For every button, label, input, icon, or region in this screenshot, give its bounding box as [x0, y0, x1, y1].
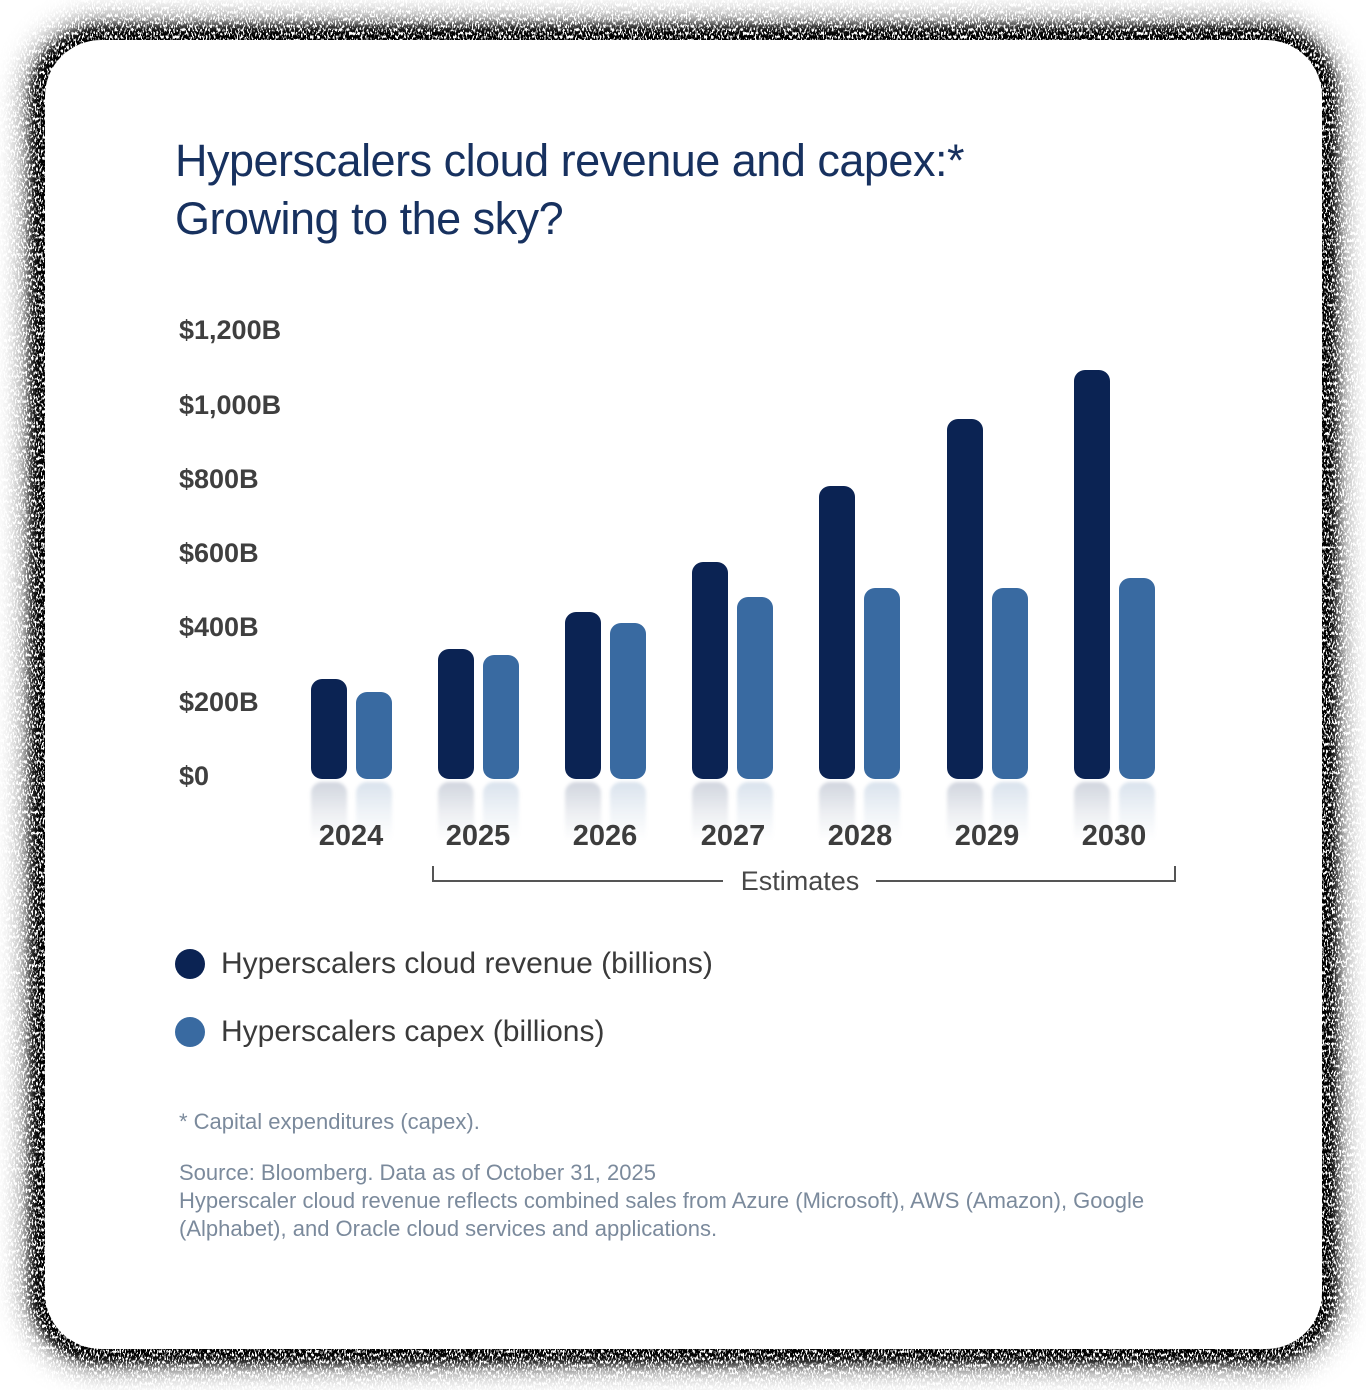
capex-swatch-icon [175, 1017, 205, 1047]
y-axis-tick-label: $200B [179, 687, 259, 717]
bracket-right-tick [1174, 866, 1176, 882]
y-axis-tick-label: $0 [179, 761, 210, 791]
y-axis-tick-label: $1,200B [179, 315, 282, 345]
legend-item-cloud-revenue: Hyperscalers cloud revenue (billions) [175, 949, 713, 979]
x-axis-year-label: 2027 [700, 820, 766, 852]
x-axis-year-label: 2028 [827, 820, 893, 852]
capex-footnote: * Capital expenditures (capex). [179, 1109, 480, 1134]
bar-reflection [311, 782, 347, 840]
bar-reflection [565, 782, 601, 840]
capex-bar-2025 [483, 655, 519, 779]
capex-bar-2026 [610, 623, 646, 779]
chart-legend: Hyperscalers cloud revenue (billions) Hy… [175, 949, 713, 1047]
legend-item-capex: Hyperscalers capex (billions) [175, 1017, 713, 1047]
bar-reflection [1074, 782, 1110, 840]
cloud-revenue-bar-2024 [311, 679, 347, 779]
x-axis-year-label: 2026 [572, 820, 638, 852]
source-footnote: Source: Bloomberg. Data as of October 31… [179, 1159, 1239, 1243]
cloud-revenue-swatch-icon [175, 949, 205, 979]
chart-title-line1: Hyperscalers cloud revenue and capex:* [175, 135, 964, 186]
description-line2: (Alphabet), and Oracle cloud services an… [179, 1216, 718, 1241]
bar-reflection [483, 782, 519, 840]
bar-reflection [1119, 782, 1155, 840]
bar-reflection [947, 782, 983, 840]
cloud-revenue-bar-2025 [438, 649, 474, 779]
estimates-label: Estimates [740, 866, 860, 896]
bar-reflection [610, 782, 646, 840]
description-line1: Hyperscaler cloud revenue reflects combi… [179, 1188, 1145, 1213]
cloud-revenue-bar-2028 [819, 486, 855, 779]
y-axis-tick-label: $1,000B [179, 390, 282, 420]
chart-card: Hyperscalers cloud revenue and capex:* Gr… [45, 40, 1322, 1349]
bar-reflection [692, 782, 728, 840]
cloud-revenue-bar-2030 [1074, 370, 1110, 779]
y-axis-tick-label: $400B [179, 612, 259, 642]
x-axis-year-label: 2024 [318, 820, 384, 852]
plot-area: $0 $200B $400B $600B $800B $1,000B $1,200B 2024… [45, 40, 1322, 940]
x-axis-year-label: 2025 [445, 820, 511, 852]
bar-reflection [992, 782, 1028, 840]
y-axis-tick-label: $600B [179, 538, 259, 568]
bracket-right-line [876, 880, 1176, 882]
x-axis-year-label: 2029 [954, 820, 1020, 852]
capex-bar-2027 [737, 597, 773, 779]
bar-reflection [819, 782, 855, 840]
capex-bar-2030 [1119, 578, 1155, 779]
cloud-revenue-legend-label: Hyperscalers cloud revenue (billions) [221, 947, 713, 980]
bracket-left-tick [432, 866, 434, 882]
capex-bar-2028 [864, 588, 900, 779]
bar-reflection [864, 782, 900, 840]
cloud-revenue-bar-2027 [692, 562, 728, 779]
bar-reflection [737, 782, 773, 840]
capex-bar-2024 [356, 692, 392, 779]
chart-title: Hyperscalers cloud revenue and capex:* Gr… [175, 132, 964, 248]
source-line: Source: Bloomberg. Data as of October 31… [179, 1160, 656, 1185]
bar-reflection [356, 782, 392, 840]
cloud-revenue-bar-2029 [947, 419, 983, 779]
chart-title-line2: Growing to the sky? [175, 193, 564, 244]
bar-reflection [438, 782, 474, 840]
bracket-left-line [432, 880, 723, 882]
capex-bar-2029 [992, 588, 1028, 779]
capex-legend-label: Hyperscalers capex (billions) [221, 1015, 605, 1048]
cloud-revenue-bar-2026 [565, 612, 601, 779]
y-axis-tick-label: $800B [179, 464, 259, 494]
x-axis-year-label: 2030 [1081, 820, 1147, 852]
